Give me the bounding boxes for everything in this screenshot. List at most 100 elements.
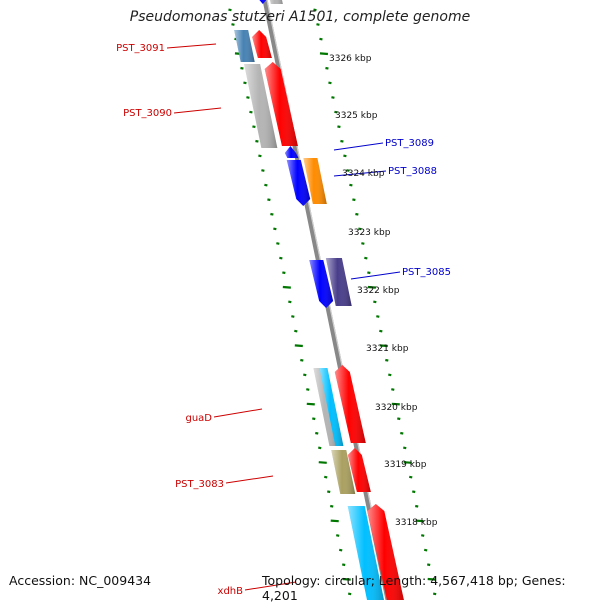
gene-arrow-shading xyxy=(286,160,311,206)
tick-mark-left xyxy=(276,242,280,245)
tick-mark-right xyxy=(361,242,365,245)
scale-label: 3320 kbp xyxy=(375,403,418,413)
leader-line xyxy=(166,43,217,49)
gene-arrow-shading xyxy=(284,146,299,158)
tick-mark-left xyxy=(279,256,283,260)
tick-mark-left xyxy=(270,212,274,216)
tick-mark-left xyxy=(294,329,298,333)
tick-mark-left xyxy=(318,446,322,450)
gene-label: PST_3091 xyxy=(116,43,165,54)
gene-arrow-shading xyxy=(264,62,298,146)
gene-arrow-shading xyxy=(347,506,384,600)
tick-mark-left xyxy=(341,563,346,567)
gene-arrow-shading xyxy=(270,0,283,4)
tick-mark-left xyxy=(246,96,250,99)
gene-arrow-shading xyxy=(259,0,267,4)
tick-mark-left xyxy=(347,592,352,596)
tick-mark-right xyxy=(388,373,392,377)
tick-mark-left xyxy=(342,577,351,581)
tick-mark-right xyxy=(412,490,416,494)
tick-mark-left xyxy=(288,300,292,304)
tick-mark-left xyxy=(338,548,343,552)
tick-mark-right xyxy=(432,592,437,596)
leader-line xyxy=(350,271,401,280)
leader-line xyxy=(333,142,384,151)
scale-label: 3326 kbp xyxy=(329,54,372,64)
tick-mark-left xyxy=(303,373,307,377)
tick-mark-right xyxy=(376,315,380,318)
tick-mark-left xyxy=(261,169,265,172)
gene-arrow-shading xyxy=(234,30,255,62)
map-title: Pseudomonas stutzeri A1501, complete gen… xyxy=(129,9,471,25)
scale-label: 3318 kbp xyxy=(395,518,438,528)
leader-line xyxy=(173,107,222,114)
tick-mark-right xyxy=(364,256,368,260)
tick-mark-right xyxy=(415,519,424,523)
gene-arrow-shading xyxy=(309,260,334,308)
leader-line xyxy=(244,581,297,591)
tick-mark-left xyxy=(258,154,262,158)
tick-mark-right xyxy=(421,534,425,537)
tick-mark-left xyxy=(336,534,340,537)
tick-mark-left xyxy=(264,183,268,187)
tick-mark-right xyxy=(379,329,383,333)
tick-mark-left xyxy=(306,402,315,406)
gene-arrow-shading xyxy=(331,450,356,494)
tick-mark-right xyxy=(409,475,413,479)
tick-mark-left xyxy=(312,417,316,421)
tick-mark-left xyxy=(267,198,271,202)
scale-label: 3322 kbp xyxy=(357,286,400,296)
tick-mark-right xyxy=(331,96,335,99)
tick-mark-left xyxy=(249,110,253,114)
tick-mark-left xyxy=(255,139,259,143)
tick-mark-right xyxy=(325,66,329,70)
tick-mark-left xyxy=(228,8,232,12)
tick-mark-right xyxy=(397,417,401,421)
tick-mark-right xyxy=(426,563,431,567)
leader-line xyxy=(213,408,263,418)
tick-mark-right xyxy=(403,446,407,450)
scale-label: 3321 kbp xyxy=(366,344,409,354)
gene-arrow-shading xyxy=(303,158,327,204)
gene-label: xdhB xyxy=(218,586,244,597)
tick-mark-right xyxy=(391,388,395,391)
tick-mark-right xyxy=(337,125,341,129)
leader-line xyxy=(225,475,274,484)
tick-mark-left xyxy=(273,227,277,231)
scale-label: 3319 kbp xyxy=(384,460,427,470)
gene-labels: PST_3091 PST_3090 PST_3089 PST_3088 PST_3085… xyxy=(116,43,451,597)
tick-mark-left xyxy=(330,519,339,523)
scale-label: 3324 kbp xyxy=(342,169,385,179)
gene-arrow-shading xyxy=(319,368,344,446)
tick-mark-right xyxy=(340,139,344,143)
tick-mark-right xyxy=(379,344,388,348)
tick-mark-right xyxy=(328,81,332,85)
tick-mark-left xyxy=(315,431,319,435)
gene-features xyxy=(234,0,404,600)
gene-arrow-shading xyxy=(244,64,278,148)
accession-text: Accession: NC_009434 xyxy=(9,573,152,588)
tick-mark-right xyxy=(400,431,404,435)
tick-mark-right xyxy=(403,461,412,464)
gene-arrow-shading xyxy=(367,504,404,600)
gene-arrow-shading xyxy=(252,30,272,58)
tick-mark-right xyxy=(319,37,323,41)
tick-mark-right xyxy=(319,52,329,56)
gene-label: PST_3088 xyxy=(388,166,437,177)
tick-mark-left xyxy=(324,475,328,479)
tick-mark-right xyxy=(427,577,436,581)
gene-label: PST_3089 xyxy=(385,138,434,149)
tick-mark-right xyxy=(367,271,371,275)
scale-label: 3323 kbp xyxy=(348,228,391,238)
tick-mark-right xyxy=(349,183,353,187)
gene-label: PST_3090 xyxy=(123,108,172,119)
tick-mark-right xyxy=(355,212,359,216)
tick-mark-right xyxy=(313,8,317,12)
tick-mark-left xyxy=(282,271,286,275)
scale-label: 3325 kbp xyxy=(335,111,378,121)
tick-mark-left xyxy=(282,285,291,289)
tick-mark-right xyxy=(373,300,377,304)
tick-mark-left xyxy=(231,23,235,26)
tick-mark-right xyxy=(391,402,400,406)
